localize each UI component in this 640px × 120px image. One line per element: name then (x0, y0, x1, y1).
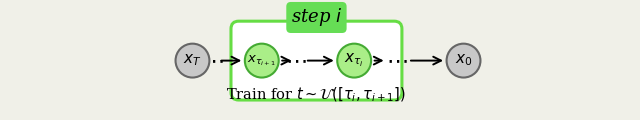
Text: $x_{\tau_i}$: $x_{\tau_i}$ (344, 52, 364, 69)
Text: Train for $t \sim \mathcal{U}([\tau_i, \tau_{i+1}])$: Train for $t \sim \mathcal{U}([\tau_i, \… (227, 86, 406, 104)
Text: $x_{\tau_{i+1}}$: $x_{\tau_{i+1}}$ (247, 53, 276, 68)
Text: $\cdots$: $\cdots$ (387, 50, 408, 72)
Text: $\cdots$: $\cdots$ (285, 50, 307, 72)
FancyBboxPatch shape (231, 21, 402, 100)
Circle shape (447, 44, 481, 78)
Text: $\cdots$: $\cdots$ (202, 50, 224, 72)
Circle shape (175, 44, 209, 78)
Circle shape (245, 44, 279, 78)
Text: $x_T$: $x_T$ (183, 53, 202, 68)
Text: $x_0$: $x_0$ (455, 53, 472, 68)
Text: step $i$: step $i$ (291, 6, 342, 28)
Circle shape (337, 44, 371, 78)
